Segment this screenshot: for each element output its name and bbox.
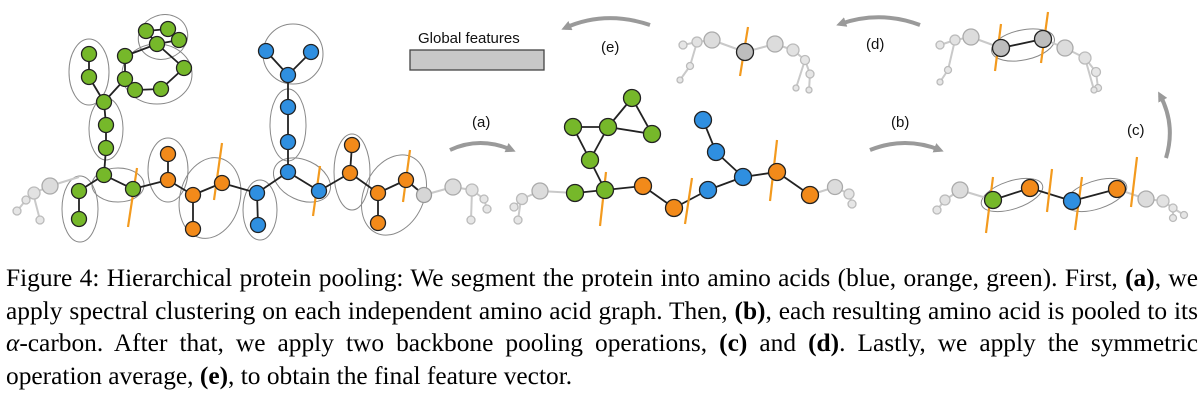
stage-backbone-pool-2 bbox=[676, 26, 815, 94]
caption-a: (a) bbox=[1125, 264, 1155, 292]
cluster-outlines bbox=[61, 14, 427, 243]
caption-d: (d) bbox=[808, 329, 840, 357]
global-features-box bbox=[409, 49, 545, 71]
stage-clustered bbox=[509, 88, 857, 227]
caption-c: (c) bbox=[719, 329, 748, 357]
caption-after-a: , we apply spectral clustering on each i… bbox=[6, 264, 1198, 325]
label-b: (b) bbox=[891, 114, 909, 131]
arrow-c: (c) bbox=[1127, 91, 1172, 159]
label-d: (d) bbox=[866, 36, 884, 53]
caption-after-b: , each resulting amino acid is pooled to… bbox=[765, 296, 1198, 325]
caption-after-d: . Lastly, we apply the symmetric operati… bbox=[6, 329, 1198, 390]
label-e: (e) bbox=[601, 39, 619, 56]
arrow-a: (a) bbox=[449, 114, 516, 153]
protein-pooling-diagram: (a) bbox=[12, 11, 1189, 243]
arrow-e: (e) bbox=[561, 16, 651, 56]
caption-alpha: α bbox=[6, 329, 20, 357]
caption-after-alpha: -carbon. After that, we apply two backbo… bbox=[19, 329, 720, 357]
figure-caption: Figure 4: Hierarchical protein pooling: … bbox=[6, 262, 1198, 392]
stage-full-protein bbox=[12, 14, 492, 243]
label-c: (c) bbox=[1127, 122, 1145, 139]
caption-e: (e) bbox=[199, 361, 229, 390]
arrow-d: (d) bbox=[836, 15, 921, 53]
global-features: Global features bbox=[409, 30, 545, 71]
caption-and: and bbox=[747, 329, 809, 357]
caption-tail: , to obtain the final feature vector. bbox=[228, 361, 573, 390]
caption-b: (b) bbox=[734, 296, 766, 325]
stage-backbone-pool-1 bbox=[935, 11, 1103, 94]
global-features-label: Global features bbox=[418, 30, 520, 47]
caption-lead: Figure 4: Hierarchical protein pooling: … bbox=[6, 264, 1126, 292]
label-a: (a) bbox=[472, 114, 490, 131]
residue-nodes bbox=[12, 20, 492, 238]
arrow-b: (b) bbox=[869, 114, 944, 153]
stage-alpha-carbon bbox=[932, 156, 1189, 234]
